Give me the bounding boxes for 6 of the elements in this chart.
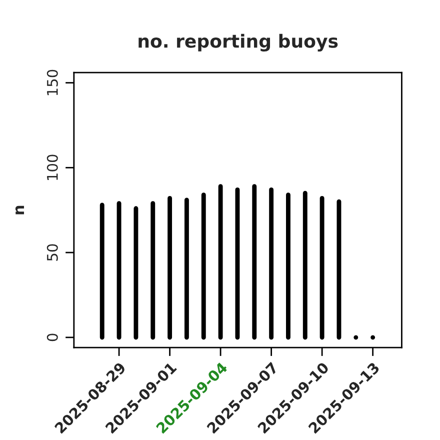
y-axis-title: n [15, 206, 24, 214]
y-tick-label: 150 [46, 70, 58, 96]
chart-title: no. reporting buoys [138, 34, 338, 52]
y-tick-label: 0 [46, 334, 58, 342]
y-tick-label: 100 [46, 154, 58, 180]
y-tick-label: 50 [46, 244, 58, 261]
